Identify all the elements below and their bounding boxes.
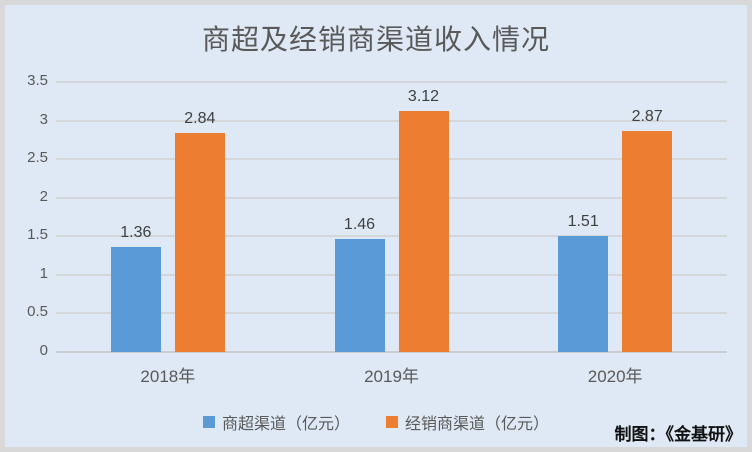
gridline-3.5 <box>56 81 727 83</box>
plot-area: 0 0.5 1 1.5 2 2.5 3 3.5 1.36 2.84 2018年 1.46 3.12 201… <box>27 72 727 386</box>
y-axis-label-2.5: 2.5 <box>27 149 48 167</box>
chart-title: 商超及经销商渠道收入情况 <box>201 24 550 55</box>
legend-item-经销商渠道（亿元）: 经销商渠道（亿元） <box>386 410 549 434</box>
gridline-1.5 <box>56 235 727 238</box>
bar-经销商渠道（亿元）-2020年 <box>622 130 673 352</box>
bar-商超渠道（亿元）-2018年 <box>110 247 161 352</box>
legend-swatch-icon <box>202 416 215 428</box>
y-axis-label-0.5: 0.5 <box>27 303 48 321</box>
bar-商超渠道（亿元）-2020年 <box>558 235 609 352</box>
gridline-2.5 <box>56 158 727 161</box>
bar-商超渠道（亿元）-2019年 <box>334 239 385 352</box>
y-axis-label-3: 3 <box>39 110 48 128</box>
value-label-经销商渠道（亿元）-2019年: 3.12 <box>407 88 440 106</box>
legend-label: 经销商渠道（亿元） <box>405 416 550 433</box>
gridline-2 <box>56 196 727 199</box>
bar-经销商渠道（亿元）-2019年 <box>398 111 449 352</box>
legend-item-商超渠道（亿元）: 商超渠道（亿元） <box>202 410 350 434</box>
gridline-3 <box>56 119 727 122</box>
y-axis-label-1.5: 1.5 <box>27 226 48 244</box>
x-axis-label-2020年: 2020年 <box>587 367 643 386</box>
y-axis-label-0: 0 <box>39 342 48 359</box>
bar-经销商渠道（亿元）-2018年 <box>174 132 225 352</box>
y-axis-label-3.5: 3.5 <box>27 72 48 89</box>
credit-text: 制图：《金基研》 <box>614 425 743 444</box>
gridline-1 <box>56 273 727 276</box>
value-label-商超渠道（亿元）-2018年: 1.36 <box>120 224 152 242</box>
y-axis-label-1: 1 <box>39 264 48 282</box>
value-label-经销商渠道（亿元）-2018年: 2.84 <box>184 109 216 127</box>
value-label-商超渠道（亿元）-2019年: 1.46 <box>343 216 376 234</box>
legend: 商超渠道（亿元） 经销商渠道（亿元） <box>0 410 752 434</box>
y-axis-label-2: 2 <box>39 187 48 205</box>
legend-swatch-icon <box>386 416 398 428</box>
gridline-0.5 <box>56 312 727 315</box>
gridline-0 <box>56 351 727 353</box>
value-label-经销商渠道（亿元）-2020年: 2.87 <box>631 107 663 125</box>
value-label-商超渠道（亿元）-2020年: 1.51 <box>567 212 599 230</box>
legend-label: 商超渠道（亿元） <box>221 416 350 433</box>
x-axis-label-2018年: 2018年 <box>140 367 196 386</box>
x-axis-label-2019年: 2019年 <box>364 367 419 386</box>
